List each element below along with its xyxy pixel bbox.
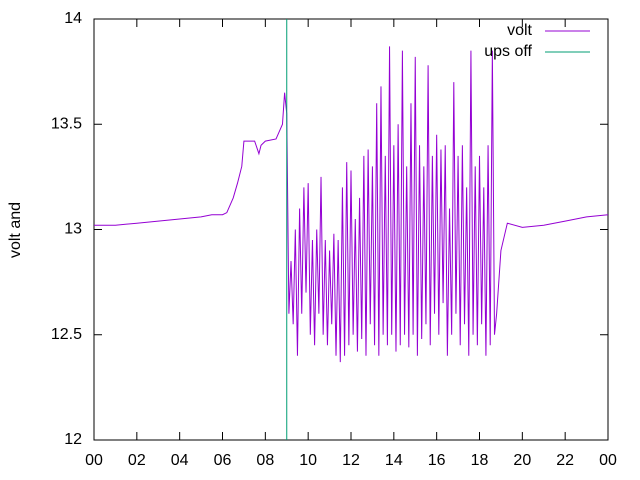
x-tick-label: 16 [428,452,446,469]
y-axis-label: volt and [7,202,24,258]
plot-frame [93,18,609,441]
y-tick-label: 13.5 [51,115,82,132]
x-tick-label: 22 [556,452,574,469]
x-tick-label: 08 [256,452,274,469]
y-tick-label: 12 [64,431,82,448]
x-tick-label: 00 [85,452,103,469]
x-tick-label: 00 [599,452,617,469]
legend-label: ups off [484,43,532,60]
y-tick-label: 14 [64,10,82,27]
legend-label: volt [507,22,532,39]
x-tick-label: 04 [171,452,189,469]
series-line [94,46,609,363]
x-tick-label: 18 [471,452,489,469]
x-tick-label: 10 [299,452,317,469]
y-tick-label: 12.5 [51,326,82,343]
x-tick-label: 12 [342,452,360,469]
x-tick-label: 20 [513,452,531,469]
x-tick-label: 06 [214,452,232,469]
x-tick-label: 02 [128,452,146,469]
y-tick-label: 13 [64,221,82,238]
x-tick-label: 14 [385,452,403,469]
